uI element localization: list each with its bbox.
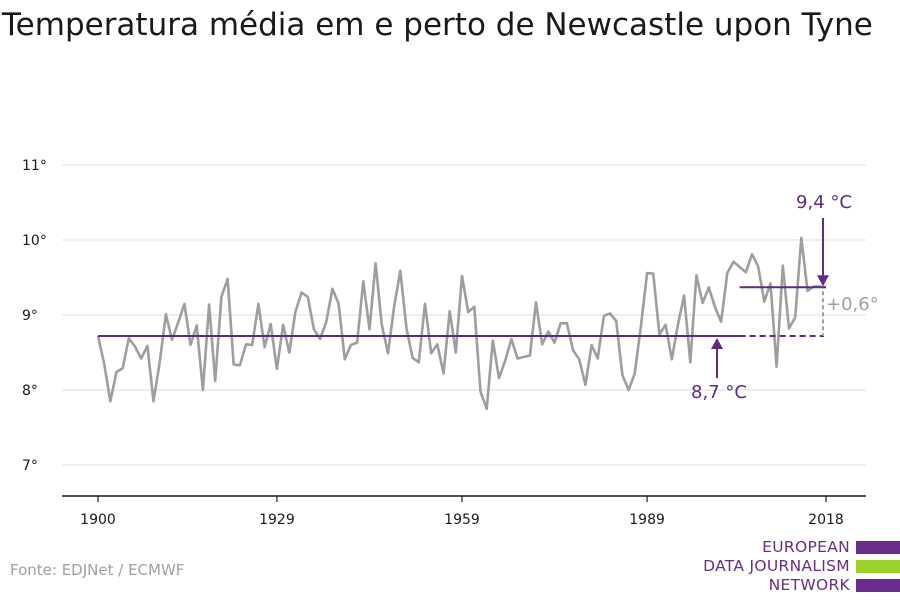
x-tick-label: 1959 xyxy=(444,512,480,528)
x-tick-label: 2018 xyxy=(808,512,844,528)
chart-title: Temperatura média em e perto de Newcastl… xyxy=(2,7,873,43)
y-tick-label: 10° xyxy=(22,233,47,249)
y-axis: 7° 8° 9° 10° 11° xyxy=(22,158,47,474)
logo-line-3: NETWORK xyxy=(768,576,850,594)
edjnet-logo: EUROPEAN DATA JOURNALISM NETWORK xyxy=(700,538,900,600)
y-tick-label: 11° xyxy=(22,158,47,174)
logo-line-2: DATA JOURNALISM xyxy=(703,557,850,575)
reference-lines xyxy=(98,286,826,337)
y-tick-label: 7° xyxy=(22,458,38,474)
arrow-baseline-head xyxy=(711,338,723,349)
series-group xyxy=(96,236,827,411)
x-tick-label: 1989 xyxy=(629,512,665,528)
temperature-series-line xyxy=(96,236,827,411)
arrow-recent-head xyxy=(817,275,829,287)
logo-bar-2 xyxy=(856,560,900,573)
logo-bar-1 xyxy=(856,541,900,554)
x-axis: 1900 1929 1959 1989 2018 xyxy=(62,495,866,528)
annotations: 9,4 °C 8,7 °C +0,6° xyxy=(691,192,879,403)
y-tick-label: 9° xyxy=(22,308,38,324)
source-note: Fonte: EDJNet / ECMWF xyxy=(10,561,185,579)
y-tick-label: 8° xyxy=(22,383,38,399)
x-tick-label: 1900 xyxy=(80,512,116,528)
logo-line-1: EUROPEAN xyxy=(762,538,850,556)
annotation-difference: +0,6° xyxy=(826,294,879,315)
x-tick-label: 1929 xyxy=(259,512,295,528)
annotation-recent-mean: 9,4 °C xyxy=(796,192,852,213)
logo-bar-3 xyxy=(856,579,900,592)
grid-lines xyxy=(62,164,866,466)
annotation-baseline-mean: 8,7 °C xyxy=(691,382,747,403)
